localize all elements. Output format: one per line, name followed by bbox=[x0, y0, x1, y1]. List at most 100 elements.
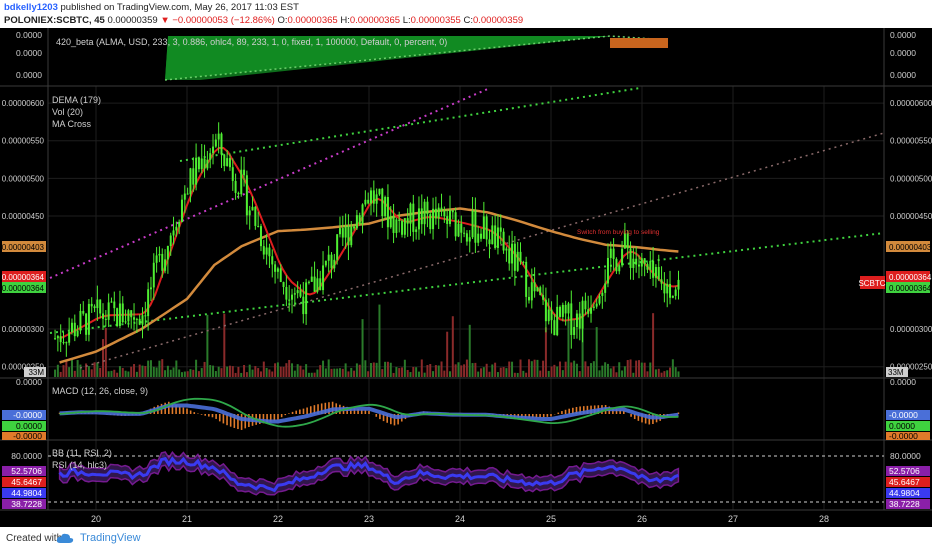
volume-bar bbox=[598, 370, 601, 377]
macd-hist-bar bbox=[186, 408, 188, 414]
candle-body bbox=[443, 210, 446, 217]
candle-body bbox=[59, 336, 62, 343]
candle-body bbox=[629, 248, 632, 268]
macd-hist-bar bbox=[557, 412, 560, 414]
volume-bar bbox=[234, 372, 237, 377]
candle-body bbox=[505, 248, 508, 251]
volume-bars bbox=[54, 304, 680, 377]
volume-bar bbox=[147, 360, 150, 377]
svg-text:0.0000: 0.0000 bbox=[890, 30, 916, 40]
macd-hist-bar bbox=[535, 414, 538, 418]
candle-body bbox=[494, 225, 497, 248]
volume-bar bbox=[480, 368, 483, 377]
pane-420-beta: 420_beta (ALMA, USD, 233, 3, 0.886, ohlc… bbox=[16, 30, 916, 81]
chart-svg[interactable]: 420_beta (ALMA, USD, 233, 3, 0.886, ohlc… bbox=[0, 28, 932, 527]
pane-rsi[interactable]: BB (11, RSI, 2) RSI (14, hlc3) 80.0000 5… bbox=[2, 448, 930, 509]
candle-body bbox=[178, 222, 181, 227]
candle-body bbox=[90, 303, 93, 307]
trendline-brown bbox=[79, 132, 885, 369]
candle-body bbox=[96, 299, 99, 309]
macd-hist-bar bbox=[269, 414, 272, 422]
author-link[interactable]: bdkelly1203 bbox=[4, 2, 58, 13]
volume-bar bbox=[336, 368, 339, 377]
volume-bar bbox=[547, 370, 550, 377]
x-tick-label: 21 bbox=[182, 514, 192, 524]
svg-text:-0.0000: -0.0000 bbox=[13, 410, 42, 420]
candle-body bbox=[279, 268, 282, 283]
volume-bar bbox=[333, 368, 336, 377]
svg-text:0.0000: 0.0000 bbox=[890, 48, 916, 58]
volume-bar bbox=[226, 366, 229, 377]
volume-bar bbox=[671, 359, 674, 377]
pane-macd[interactable]: MACD (12, 26, close, 9) 0.0000 -0.0000 0… bbox=[2, 377, 930, 441]
candle-body bbox=[465, 233, 468, 242]
candle-body bbox=[214, 139, 217, 147]
macd-hist-bar bbox=[542, 414, 545, 418]
volume-bar bbox=[164, 370, 167, 377]
volume-bar bbox=[632, 372, 635, 377]
macd-hist-bar bbox=[644, 414, 647, 424]
volume-bar bbox=[502, 367, 505, 377]
volume-bar bbox=[203, 361, 206, 377]
candle-body bbox=[446, 216, 449, 224]
candle-body bbox=[237, 192, 240, 195]
volume-bar bbox=[423, 372, 426, 377]
candle-body bbox=[70, 322, 73, 333]
volume-bar bbox=[530, 361, 533, 377]
publish-line: bdkelly1203 published on TradingView.com… bbox=[4, 2, 299, 13]
candle-body bbox=[268, 247, 271, 257]
volume-bar bbox=[217, 366, 220, 377]
candle-body bbox=[192, 168, 195, 185]
volume-bar bbox=[637, 360, 640, 377]
candle-body bbox=[649, 260, 652, 270]
volume-bar bbox=[581, 317, 584, 377]
macd-hist-bar bbox=[204, 414, 206, 416]
volume-bar bbox=[488, 371, 491, 377]
candle-body bbox=[471, 210, 474, 238]
macd-hist-bar bbox=[273, 414, 276, 421]
volume-bar bbox=[324, 368, 327, 377]
volume-bar bbox=[434, 365, 437, 377]
macd-hist-bar bbox=[582, 406, 585, 414]
chart-header: bdkelly1203 published on TradingView.com… bbox=[0, 0, 932, 28]
candle-body bbox=[434, 208, 437, 219]
candle-body bbox=[113, 301, 116, 309]
volume-bar bbox=[192, 369, 195, 377]
svg-text:0.00000403: 0.00000403 bbox=[2, 243, 45, 252]
volume-bar bbox=[322, 360, 325, 377]
candle-body bbox=[79, 310, 82, 331]
volume-bar bbox=[474, 362, 477, 377]
macd-hist-bar bbox=[641, 414, 643, 423]
candle-body bbox=[477, 233, 480, 243]
pane-price[interactable]: Switch from buying to selling DEMA (179)… bbox=[2, 87, 932, 377]
macd-hist-bar bbox=[226, 414, 228, 426]
candle-body bbox=[386, 197, 389, 228]
footer: Created with TradingView bbox=[0, 527, 932, 550]
volume-bar bbox=[209, 365, 212, 377]
macd-label: MACD (12, 26, close, 9) bbox=[52, 386, 148, 396]
candle-body bbox=[652, 260, 655, 278]
candle-body bbox=[85, 313, 88, 335]
candle-body bbox=[403, 218, 406, 235]
candle-body bbox=[350, 226, 353, 246]
volume-bar bbox=[587, 366, 590, 377]
volume-bar bbox=[243, 365, 246, 377]
chart-area[interactable]: 420_beta (ALMA, USD, 233, 3, 0.886, ohlc… bbox=[0, 28, 932, 527]
volume-bar bbox=[635, 360, 638, 377]
volume-bar bbox=[443, 370, 446, 377]
volume-bar bbox=[398, 368, 401, 377]
volume-bar bbox=[104, 328, 107, 377]
symbol-label[interactable]: POLONIEX:SCBTC, 45 bbox=[4, 15, 105, 26]
tradingview-logo-text[interactable]: TradingView bbox=[80, 532, 141, 544]
candle-body bbox=[454, 212, 457, 237]
volume-bar bbox=[454, 364, 457, 377]
candle-body bbox=[392, 216, 395, 233]
volume-bar bbox=[663, 371, 666, 377]
candle-body bbox=[189, 168, 192, 195]
candle-body bbox=[499, 227, 502, 232]
symbol-badge[interactable]: SCBTC bbox=[858, 276, 886, 289]
candle-body bbox=[437, 207, 440, 219]
macd-hist-bar bbox=[677, 412, 680, 414]
macd-hist-bar bbox=[211, 414, 214, 418]
trendline-magenta bbox=[49, 87, 491, 279]
